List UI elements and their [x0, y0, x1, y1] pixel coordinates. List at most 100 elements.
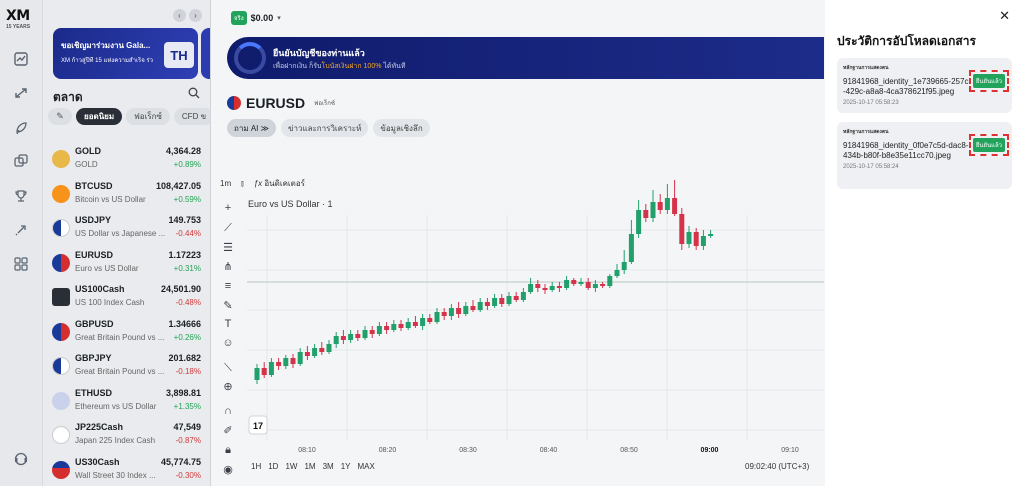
- copy-icon[interactable]: [12, 152, 30, 170]
- status-badge: ยืนยันแล้ว: [972, 138, 1005, 152]
- search-icon[interactable]: [188, 87, 200, 102]
- candle-body: [463, 306, 469, 314]
- lock-icon[interactable]: 🔒︎: [225, 443, 231, 456]
- candle-body: [513, 296, 519, 300]
- promo-card[interactable]: ขอเชิญมาร่วมงาน Gala... XM ก้าวสู่ปีที่ …: [53, 28, 198, 79]
- timeframe-1w[interactable]: 1W: [285, 462, 298, 471]
- eye-icon[interactable]: ◉: [223, 463, 233, 476]
- market-row[interactable]: JP225Cash Japan 225 Index Cash 47,549 -0.87…: [43, 417, 210, 452]
- promo-text: XM ก้าวสู่ปีที่ 15 แห่งความสำเร็จ ร่วมฉล…: [61, 58, 153, 64]
- pitchfork-icon[interactable]: ⋔: [223, 260, 233, 273]
- text-icon[interactable]: T: [224, 318, 232, 330]
- close-icon[interactable]: ✕: [999, 8, 1010, 23]
- tab-insights[interactable]: ข้อมูลเชิงลึก: [373, 119, 430, 137]
- edit-icon[interactable]: ✎: [48, 108, 72, 125]
- market-row[interactable]: US30Cash Wall Street 30 Index ... 45,774.7…: [43, 452, 210, 486]
- trophy-icon[interactable]: [12, 187, 30, 205]
- timeframe-max[interactable]: MAX: [357, 462, 375, 471]
- candle-body: [686, 232, 692, 244]
- market-symbol: EURUSD: [75, 249, 114, 260]
- candle-body: [484, 302, 490, 306]
- candle-body: [398, 324, 404, 328]
- verify-title: ยืนยันบัญชีของท่านแล้ว: [273, 48, 365, 58]
- candle-body: [657, 202, 663, 210]
- timeframe-1h[interactable]: 1H: [251, 462, 262, 471]
- market-row[interactable]: GBPJPY Great Britain Pound vs ... 201.682 -…: [43, 348, 210, 383]
- launch-icon[interactable]: [12, 221, 30, 239]
- market-desc: US Dollar vs Japanese ...: [75, 229, 165, 238]
- document-kind: หลักฐานการแสดงตน: [843, 65, 889, 71]
- candle-body: [628, 234, 634, 262]
- timeframe-1y[interactable]: 1Y: [340, 462, 351, 471]
- trendline-icon[interactable]: ⟋: [224, 221, 232, 234]
- market-price: 108,427.05: [155, 180, 201, 191]
- timeframe-1d[interactable]: 1D: [268, 462, 279, 471]
- candle-body: [261, 368, 267, 375]
- chart-icon[interactable]: [12, 50, 30, 68]
- market-change: -0.30%: [175, 470, 201, 480]
- candle-body: [254, 368, 260, 380]
- chevron-right-icon[interactable]: ›: [189, 9, 202, 22]
- market-row[interactable]: GOLD GOLD 4,364.28 +0.89%: [43, 141, 210, 176]
- fib-icon[interactable]: ≡: [224, 280, 232, 292]
- timeframe-3m[interactable]: 3M: [322, 462, 334, 471]
- candles-icon[interactable]: ⫾: [241, 178, 244, 188]
- support-icon[interactable]: [12, 450, 30, 468]
- ruler-icon[interactable]: ⟍: [224, 361, 232, 374]
- market-row[interactable]: USDJPY US Dollar vs Japanese ... 149.753 -0…: [43, 210, 210, 245]
- document-date: 2025-10-17 05:58:23: [843, 100, 899, 106]
- timeframe-1m[interactable]: 1M: [304, 462, 316, 471]
- indicators-button[interactable]: ƒx อินดิเคเตอร์: [254, 177, 305, 190]
- tradingview-logo: [248, 415, 268, 435]
- market-row[interactable]: GBPUSD Great Britain Pound vs ... 1.34666 +…: [43, 314, 210, 349]
- x-tick-label: 08:20: [379, 447, 397, 454]
- document-card[interactable]: หลักฐานการแสดงตน 91841968_identity_0f0e7…: [837, 122, 1012, 189]
- market-row[interactable]: EURUSD Euro vs US Dollar 1.17223 +0.31%: [43, 245, 210, 280]
- candle-body: [405, 322, 411, 328]
- verify-text-pre: เพื่อฝากเงิน ก็รับ: [273, 63, 322, 70]
- apps-icon[interactable]: [12, 255, 30, 273]
- chart-clock: 09:02:40 (UTC+3): [745, 462, 810, 471]
- market-price: 201.682: [168, 353, 201, 363]
- interval-button[interactable]: 1m: [220, 179, 232, 188]
- chevron-left-icon[interactable]: ‹: [173, 9, 186, 22]
- candle-body: [326, 344, 332, 352]
- candle-body: [643, 210, 649, 218]
- candle-body: [607, 276, 613, 286]
- promo-card-next[interactable]: [201, 28, 210, 79]
- filter-cfd[interactable]: CFD ข: [173, 108, 210, 125]
- candle-body: [506, 296, 512, 304]
- zoom-icon[interactable]: ⊕: [223, 380, 233, 393]
- symbol-tabs: ถาม AI ≫ ข่าวและการวิเคราะห์ ข้อมูลเชิงล…: [227, 119, 430, 137]
- filter-popular[interactable]: ยอดนิยม: [76, 108, 123, 125]
- account-selector[interactable]: จริง $0.00 ▾: [231, 11, 281, 25]
- filter-forex[interactable]: ฟอเร็กซ์: [126, 108, 170, 125]
- lock-drawing-icon[interactable]: ✐: [223, 424, 233, 437]
- transfer-icon[interactable]: [12, 85, 30, 103]
- price-chart[interactable]: 08:10 08:20 08:30 08:40 08:50 09:00 09:10 17: [212, 0, 824, 486]
- verify-text-post: ได้ทันที: [381, 63, 406, 70]
- tab-news[interactable]: ข่าวและการวิเคราะห์: [281, 119, 369, 137]
- verify-banner[interactable]: ยืนยันบัญชีของท่านแล้ว เพื่อฝากเงิน ก็รั…: [227, 37, 824, 79]
- magnet-icon[interactable]: ∩: [224, 405, 232, 417]
- candle-body: [672, 198, 678, 214]
- market-symbol: BTCUSD: [75, 180, 113, 191]
- crosshair-icon[interactable]: +: [224, 202, 232, 214]
- rocket-icon[interactable]: [12, 119, 30, 137]
- market-desc: Japan 225 Index Cash: [75, 436, 156, 445]
- us30-flag-icon: [52, 460, 70, 479]
- symbol-category: ฟอเร็กซ์: [314, 101, 335, 107]
- candle-body: [420, 318, 426, 326]
- nav-rail: XM 15 YEARS: [0, 0, 43, 486]
- document-card[interactable]: หลักฐานการแสดงตน 91841968_identity_1e739…: [837, 58, 1012, 113]
- parallel-lines-icon[interactable]: ☰: [223, 241, 233, 254]
- market-row[interactable]: US100Cash US 100 Index Cash 24,501.90 -0.48…: [43, 279, 210, 314]
- market-row[interactable]: ETHUSD Ethereum vs US Dollar 3,898.81 +1.35…: [43, 383, 210, 418]
- tab-ask-ai[interactable]: ถาม AI ≫: [227, 119, 276, 137]
- xm-logo[interactable]: XM 15 YEARS: [6, 8, 38, 30]
- market-row[interactable]: BTCUSD Bitcoin vs US Dollar 108,427.05 +0.5…: [43, 176, 210, 211]
- emoji-icon[interactable]: ☺: [222, 337, 234, 349]
- brush-icon[interactable]: ✎: [223, 299, 233, 312]
- status-highlight: ยืนยันแล้ว: [968, 134, 1009, 156]
- candle-body: [312, 348, 318, 356]
